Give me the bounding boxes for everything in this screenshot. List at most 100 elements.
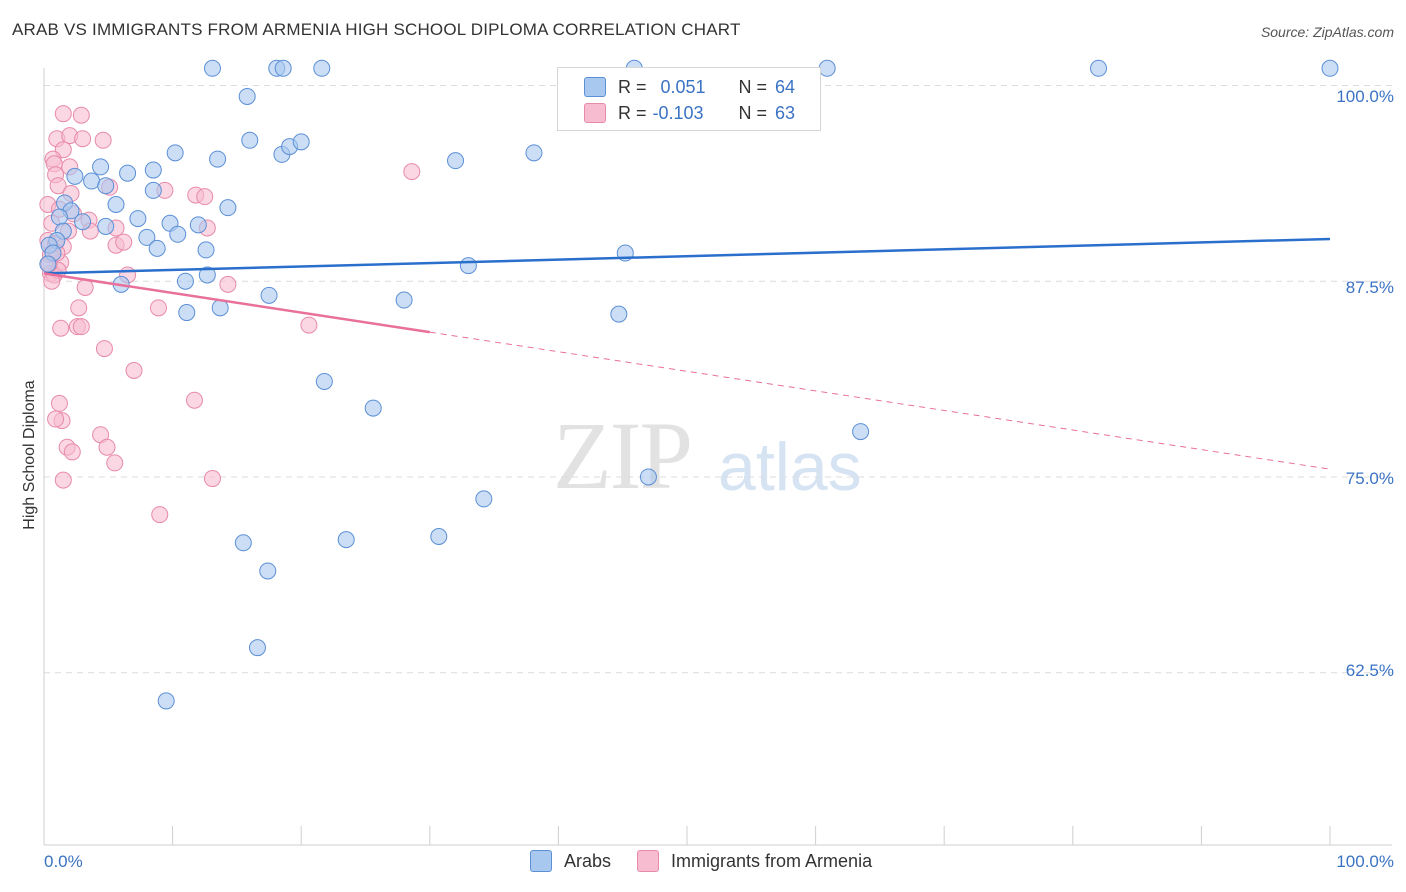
arab-point (178, 304, 196, 322)
armenia-point (106, 454, 124, 472)
arab-point (1321, 59, 1339, 77)
legend-n-label-armenia: N = (738, 102, 768, 123)
arabs-swatch (584, 77, 606, 97)
arab-point (176, 272, 194, 290)
arab-point (274, 59, 292, 77)
arab-point (138, 228, 156, 246)
armenia-point (125, 362, 143, 380)
arab-point (166, 144, 184, 162)
armenia-point (52, 319, 70, 337)
arab-point (260, 286, 278, 304)
arab-point (475, 490, 493, 508)
arab-point (1090, 59, 1108, 77)
armenia-point (72, 106, 90, 124)
arab-point (197, 241, 215, 259)
arab-point (852, 423, 870, 441)
armenia-trend-line (43, 272, 430, 334)
arab-point (238, 87, 256, 105)
y-tick-label-100: 100.0% (1336, 87, 1394, 106)
arab-point (209, 150, 227, 168)
arab-point (447, 152, 465, 170)
arab-point (198, 266, 216, 284)
armenia-point (300, 316, 318, 334)
y-axis-label: High School Diploma (21, 380, 38, 530)
x-tick-label-max: 100.0% (1336, 852, 1394, 871)
armenia-point (54, 105, 72, 123)
legend-n-value-armenia: 63 (775, 102, 796, 123)
source-note: Source: ZipAtlas.com (1260, 24, 1394, 40)
arab-point (395, 291, 413, 309)
arab-point (92, 158, 110, 176)
chart-title: ARAB VS IMMIGRANTS FROM ARMENIA HIGH SCH… (12, 20, 741, 39)
arab-point (259, 562, 277, 580)
legend-n-value-arabs: 64 (775, 76, 796, 97)
correlation-legend: R = 0.051 N = 64 R = -0.103 N = 63 (557, 67, 821, 131)
arab-point (337, 531, 355, 549)
armenia-point (196, 188, 214, 206)
arab-point (144, 161, 162, 179)
legend-arabs-swatch (530, 850, 552, 872)
armenia-point (47, 410, 65, 428)
armenia-point (70, 299, 88, 317)
arab-point (189, 216, 207, 234)
armenia-point (203, 470, 221, 488)
legend-r-value-armenia: -0.103 (652, 102, 704, 123)
arab-point (148, 239, 166, 257)
armenia-point (403, 163, 421, 181)
legend-arabs-label: Arabs (564, 850, 612, 871)
arab-point (203, 59, 221, 77)
armenia-point (49, 177, 67, 195)
armenia-point (72, 318, 90, 336)
y-tick-label-62-5: 62.5% (1345, 661, 1394, 680)
armenia-point (74, 130, 92, 148)
armenia-point (98, 438, 116, 456)
arab-point (248, 639, 266, 657)
armenia-point (95, 340, 113, 358)
x-tick-label-min: 0.0% (44, 852, 83, 871)
armenia-point (151, 506, 169, 524)
legend-r-label-arabs: R = (618, 76, 647, 97)
arab-point (39, 255, 57, 273)
armenia-point (54, 471, 72, 489)
arab-point (50, 208, 68, 226)
armenia-point (219, 275, 237, 293)
watermark-zip: ZIP (553, 402, 693, 509)
legend-armenia-label: Immigrants from Armenia (671, 850, 873, 871)
arab-point (144, 181, 162, 199)
watermark-atlas: atlas (718, 429, 862, 505)
armenia-point (149, 299, 167, 317)
armenia-swatch (584, 103, 606, 123)
arab-point (525, 144, 543, 162)
arab-point (83, 172, 101, 190)
arab-point (66, 167, 84, 185)
arab-point (459, 257, 477, 275)
legend-row-arabs: R = 0.051 N = 64 (584, 74, 795, 100)
armenia-point (115, 233, 133, 251)
armenia-point (185, 391, 203, 409)
arab-point (107, 196, 125, 214)
arab-point (610, 305, 628, 323)
armenia-point (76, 279, 94, 297)
arab-point (74, 213, 92, 231)
arab-point (97, 217, 115, 235)
legend-r-value-arabs: 0.051 (660, 76, 706, 97)
arab-point (364, 399, 382, 417)
y-tick-label-87-5: 87.5% (1345, 278, 1394, 297)
arab-point (234, 534, 252, 552)
legend-armenia-swatch (637, 850, 660, 872)
arab-point (241, 131, 259, 149)
armenia-point (50, 394, 68, 412)
armenia-trend-line-dashed (429, 331, 1331, 470)
arab-point (313, 59, 331, 77)
arab-point (97, 177, 115, 195)
armenia-point (94, 131, 112, 149)
arab-point (639, 468, 657, 486)
arab-point (157, 692, 175, 710)
y-tick-label-75: 75.0% (1345, 469, 1394, 488)
arab-point (169, 225, 187, 243)
legend-n-label-arabs: N = (738, 76, 768, 97)
armenia-point (63, 443, 81, 461)
arab-point (430, 527, 448, 545)
arab-point (818, 59, 836, 77)
